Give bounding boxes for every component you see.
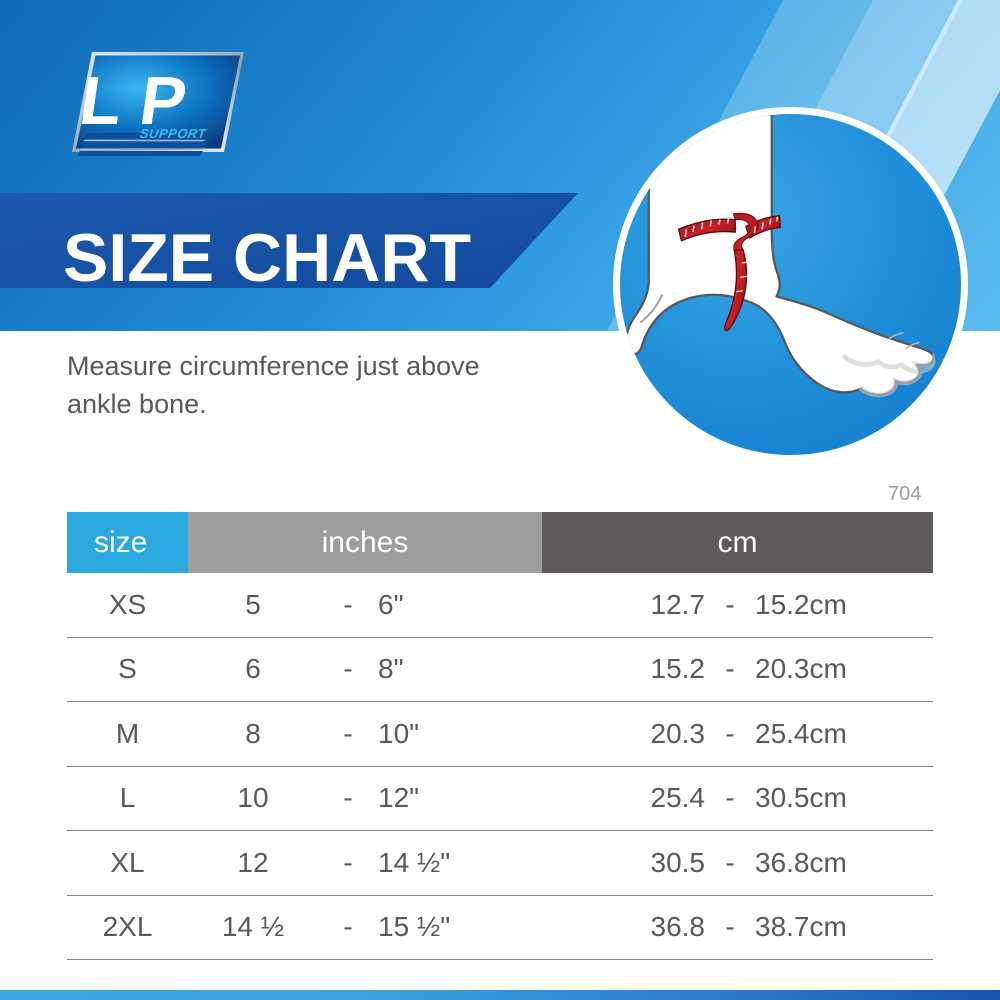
- svg-text:SIZE CHART: SIZE CHART: [63, 220, 471, 288]
- svg-text:SUPPORT: SUPPORT: [139, 126, 208, 141]
